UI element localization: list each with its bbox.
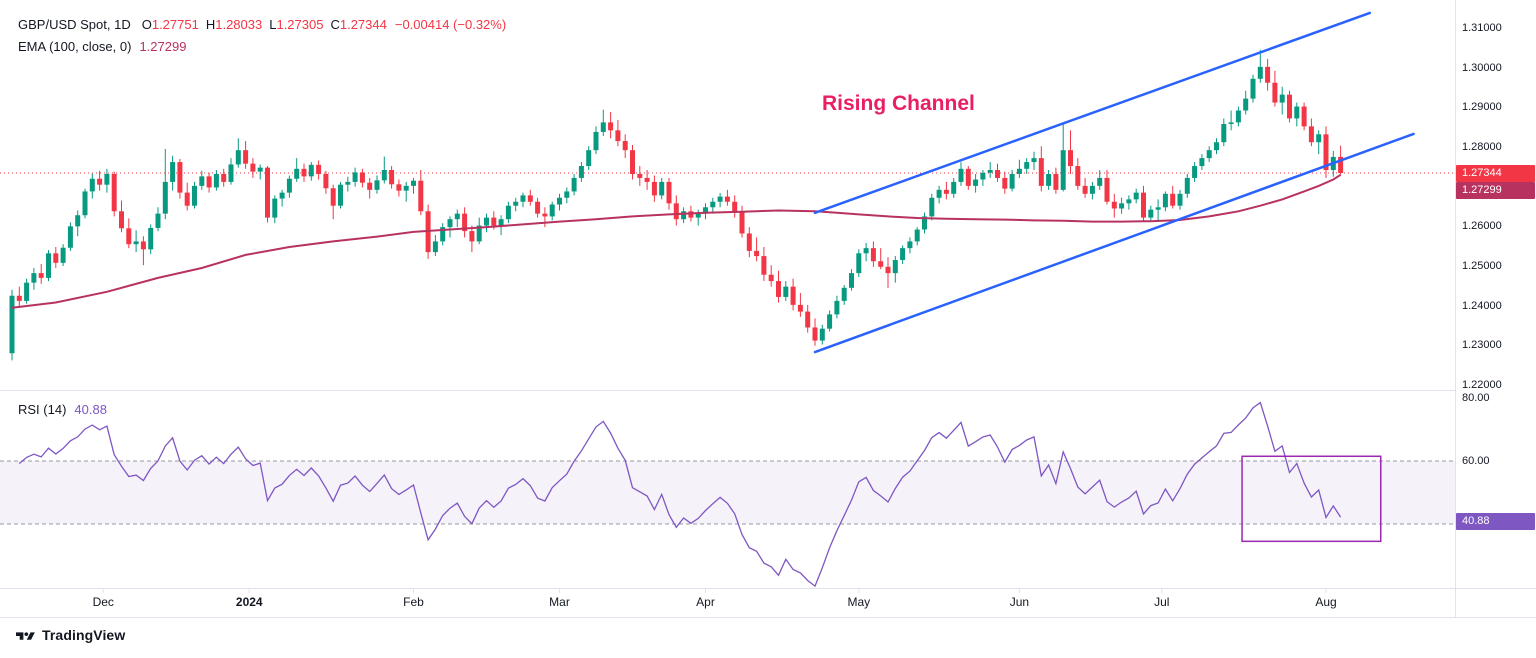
ema-value-badge: 1.27299 bbox=[1456, 181, 1535, 199]
time-axis-label: Aug bbox=[1315, 595, 1337, 609]
time-axis-label: Apr bbox=[696, 595, 715, 609]
channel-annotation-label[interactable]: Rising Channel bbox=[822, 92, 975, 115]
time-axis-label: Jul bbox=[1154, 595, 1170, 609]
price-axis-label: 1.30000 bbox=[1462, 61, 1502, 74]
time-axis-label: 2024 bbox=[235, 595, 263, 609]
rsi-legend-name: RSI (14) bbox=[18, 402, 67, 417]
tradingview-watermark[interactable]: TradingView bbox=[16, 627, 125, 643]
chart-header: GBP/USD Spot, 1D O1.27751 H1.28033 L1.27305… bbox=[18, 14, 506, 58]
ohlc-c-value: 1.27344 bbox=[339, 17, 387, 32]
time-axis-label: Feb bbox=[403, 595, 424, 609]
tradingview-logo-text: TradingView bbox=[42, 627, 126, 643]
rsi-axis-label: 80.00 bbox=[1462, 392, 1490, 404]
symbol-legend-row[interactable]: GBP/USD Spot, 1D O1.27751 H1.28033 L1.27305… bbox=[18, 14, 506, 36]
ohlc-h-label: H bbox=[205, 17, 216, 32]
ohlc-h-value: 1.28033 bbox=[215, 17, 263, 32]
price-axis-label: 1.24000 bbox=[1462, 299, 1502, 312]
ema-legend-value: 1.27299 bbox=[139, 39, 187, 54]
ohlc-c-label: C bbox=[330, 17, 340, 32]
rsi-value-badge: 40.88 bbox=[1456, 512, 1535, 530]
price-axis-label: 1.28000 bbox=[1462, 141, 1502, 153]
ohlc-l-value: 1.27305 bbox=[276, 17, 324, 32]
time-axis-label: Jun bbox=[1009, 595, 1030, 609]
tradingview-logo-icon bbox=[16, 631, 35, 640]
symbol-title: GBP/USD Spot, 1D bbox=[18, 17, 131, 32]
ohlc-l-label: L bbox=[269, 17, 277, 32]
current-price-badge: 1.27344 bbox=[1456, 164, 1535, 182]
ohlc-change: −0.00414 (−0.32%) bbox=[394, 17, 507, 32]
price-axis-label: 1.31000 bbox=[1462, 22, 1502, 34]
ohlc-o-label: O bbox=[141, 17, 152, 32]
price-axis-label: 1.25000 bbox=[1462, 260, 1502, 272]
rsi-legend-row[interactable]: RSI (14) 40.88 bbox=[18, 400, 107, 420]
ohlc-o-value: 1.27751 bbox=[151, 17, 199, 32]
ema-legend-name: EMA (100, close, 0) bbox=[18, 39, 132, 54]
time-axis-label: Mar bbox=[549, 595, 570, 609]
rsi-axis-label: 60.00 bbox=[1462, 455, 1490, 467]
ema-legend-row[interactable]: EMA (100, close, 0) 1.27299 bbox=[18, 36, 506, 58]
price-axis-label: 1.26000 bbox=[1462, 220, 1502, 233]
rsi-legend-value: 40.88 bbox=[74, 402, 107, 417]
time-axis-label: May bbox=[847, 595, 871, 609]
price-axis-label: 1.22000 bbox=[1462, 379, 1502, 391]
price-axis-label: 1.23000 bbox=[1462, 339, 1502, 352]
time-axis-label: Dec bbox=[92, 595, 114, 609]
price-axis-label: 1.29000 bbox=[1462, 101, 1502, 114]
